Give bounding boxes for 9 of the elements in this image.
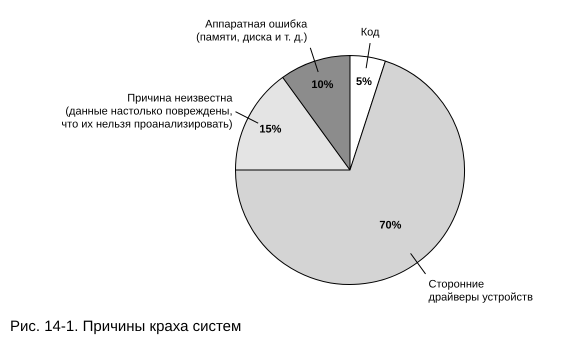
data-label: 10%	[311, 79, 334, 92]
data-label: 15%	[259, 123, 282, 136]
slice-label: Сторонние драйверы устройств	[428, 278, 534, 304]
slice-label: Код	[360, 26, 380, 39]
data-label: 70%	[379, 220, 402, 232]
data-label: 5%	[356, 76, 372, 88]
slice-label: Аппаратная ошибка (памяти, диска и т. д.)	[196, 18, 308, 44]
slice-label: Причина неизвестна (данные настолько повреждены, что их нельзя проанализировать)	[61, 92, 234, 131]
text: Рис. 14-1. Причины краха систем	[9, 318, 242, 335]
